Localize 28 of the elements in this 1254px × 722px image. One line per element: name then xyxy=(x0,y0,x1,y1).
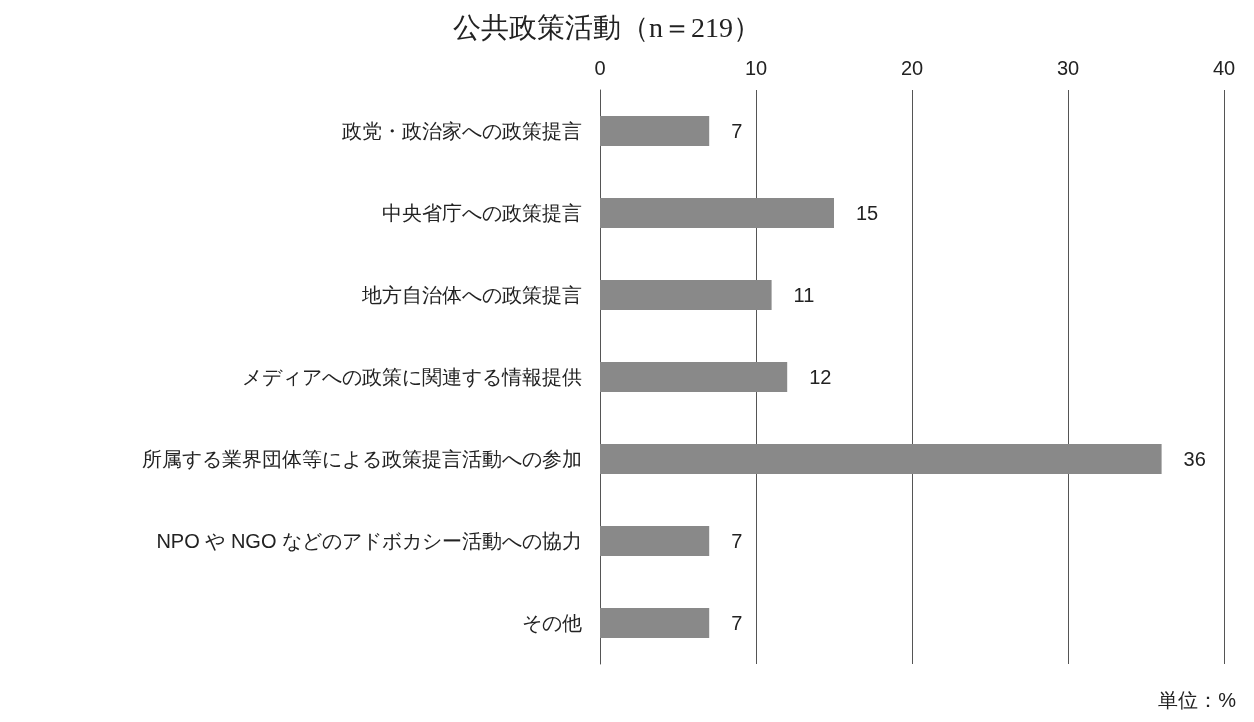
x-tick-label: 30 xyxy=(1056,57,1080,79)
data-label: 7 xyxy=(731,612,743,634)
data-label: 15 xyxy=(856,202,879,224)
bar xyxy=(600,198,834,228)
bar xyxy=(600,280,772,310)
chart-title: 公共政策活動（n＝219） xyxy=(453,11,761,43)
data-label: 36 xyxy=(1183,448,1206,470)
bar xyxy=(600,444,1162,474)
y-tick-label: 中央省庁への政策提言 xyxy=(382,202,582,224)
x-tick-label: 20 xyxy=(900,57,924,79)
data-label: 7 xyxy=(731,120,743,142)
data-label: 7 xyxy=(731,530,743,552)
x-tick-label: 0 xyxy=(594,57,606,79)
data-label: 12 xyxy=(809,366,832,388)
x-tick-label: 40 xyxy=(1212,57,1236,79)
x-tick-label: 10 xyxy=(744,57,768,79)
data-label: 11 xyxy=(793,284,815,306)
y-tick-label: 地方自治体への政策提言 xyxy=(361,284,582,306)
text: 単位：% xyxy=(1158,689,1237,711)
bar xyxy=(600,526,710,556)
y-tick-label: メディアへの政策に関連する情報提供 xyxy=(242,366,582,388)
bar xyxy=(600,116,710,146)
y-tick-label: その他 xyxy=(522,612,582,634)
bar xyxy=(600,362,788,392)
y-tick-label: NPO や NGO などのアドボカシー活動への協力 xyxy=(156,530,582,552)
y-tick-label: 政党・政治家への政策提言 xyxy=(342,120,582,142)
bar xyxy=(600,608,710,638)
y-tick-label: 所属する業界団体等による政策提言活動への参加 xyxy=(142,448,582,470)
